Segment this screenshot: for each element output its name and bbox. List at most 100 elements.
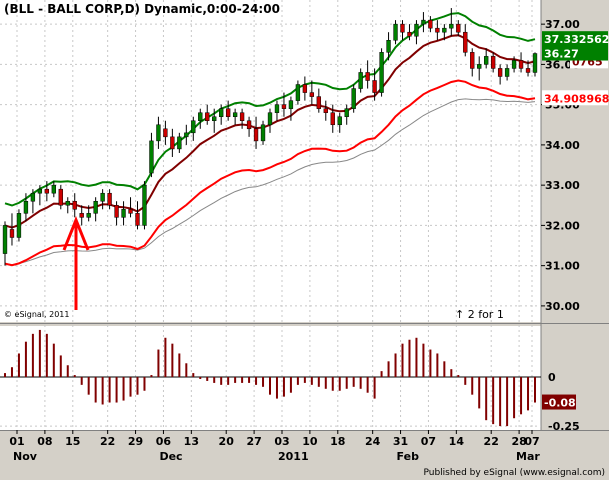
- candle-body: [302, 84, 308, 93]
- x-tick-label: 28: [511, 435, 526, 448]
- candle-body: [470, 52, 475, 69]
- candle-body: [484, 56, 489, 65]
- candle-body: [93, 201, 98, 214]
- annotation-arrow: [62, 215, 90, 310]
- candle-body: [2, 225, 8, 254]
- candle-body: [44, 188, 50, 194]
- price-panel[interactable]: [0, 0, 541, 322]
- lower-band-tag-bg: [542, 90, 608, 106]
- x-tick-label: 24: [365, 435, 381, 448]
- candle-body: [79, 213, 84, 218]
- candle-body: [344, 108, 349, 117]
- candle-body: [177, 136, 182, 150]
- candle-body: [100, 192, 105, 202]
- histogram-last-tag: -0.08: [544, 397, 576, 410]
- candle-body: [330, 112, 335, 126]
- candle-body: [379, 52, 384, 93]
- month-label: Dec: [159, 450, 182, 463]
- candle-body: [456, 23, 461, 33]
- candle-body: [442, 27, 447, 33]
- candle-body: [246, 120, 252, 130]
- candle-body: [184, 132, 189, 138]
- candle-body: [351, 88, 356, 109]
- y-tick-label: -0.25: [548, 420, 580, 433]
- candles: [2, 8, 538, 266]
- candle-body: [51, 184, 56, 194]
- chart-title: (BLL - BALL CORP,D) Dynamic,0:00-24:00: [4, 2, 280, 16]
- y-tick-label: 37.00: [545, 18, 580, 31]
- candle-body: [191, 120, 196, 134]
- ma-gray-line: [4, 98, 536, 266]
- bands: [4, 12, 536, 267]
- candle-body: [504, 68, 510, 77]
- candle-body: [156, 124, 161, 142]
- candle-body: [532, 53, 538, 73]
- candle-body: [511, 60, 517, 69]
- candle-body: [358, 72, 363, 89]
- x-tick-label: 29: [128, 435, 143, 448]
- candle-body: [365, 72, 370, 81]
- lower-band-tag: 34.908968: [544, 92, 609, 105]
- x-tick-label: 15: [65, 435, 80, 448]
- candle-body: [72, 201, 77, 210]
- x-tick-label: 22: [100, 435, 115, 448]
- candle-body: [323, 108, 328, 113]
- candle-body: [407, 31, 412, 37]
- candle-body: [37, 188, 43, 194]
- candle-body: [449, 23, 454, 29]
- candle-body: [232, 112, 238, 117]
- candle-body: [337, 116, 342, 126]
- candle-body: [463, 31, 468, 53]
- candle-body: [149, 140, 154, 174]
- x-tick-label: 27: [246, 435, 261, 448]
- month-label: Feb: [397, 450, 420, 463]
- upper-band-tag: 37.332562: [544, 33, 609, 46]
- candle-body: [386, 40, 391, 53]
- candle-body: [107, 192, 112, 206]
- candle-body: [163, 128, 168, 138]
- candle-body: [30, 192, 36, 202]
- month-label: 2011: [278, 450, 309, 463]
- candle-body: [135, 213, 140, 226]
- footer-credit: Published by eSignal (www.esignal.com): [423, 468, 605, 478]
- x-tick-label: 20: [219, 435, 235, 448]
- candle-body: [393, 23, 398, 41]
- lower-band-line: [4, 79, 536, 267]
- candle-body: [525, 68, 531, 73]
- x-tick-label: 10: [302, 435, 318, 448]
- y-tick-label: 32.00: [545, 219, 580, 232]
- candle-body: [65, 201, 70, 206]
- x-tick-label: 03: [274, 435, 289, 448]
- x-axis-ticks: 01 08 15 22 29 06 13 20 27 03 10 18 24 31 07 14 22 2807No…: [9, 430, 540, 463]
- candle-body: [414, 23, 419, 37]
- x-tick-label: 07: [524, 435, 539, 448]
- x-tick-label: 01: [9, 435, 24, 448]
- candle-body: [86, 213, 91, 218]
- upper-band-tag-bg: [542, 31, 608, 47]
- y-tick-label: 33.00: [545, 179, 580, 192]
- candle-body: [128, 209, 133, 214]
- candle-body: [267, 112, 273, 126]
- candle-body: [281, 104, 287, 109]
- x-tick-label: 13: [184, 435, 199, 448]
- candle-body: [295, 84, 301, 101]
- x-tick-label: 18: [330, 435, 345, 448]
- y-tick-label: 0: [548, 371, 556, 384]
- candle-body: [9, 229, 15, 238]
- y-tick-label: 34.00: [545, 139, 580, 152]
- candle-body: [225, 108, 231, 117]
- histogram-tag-bg: [542, 394, 576, 410]
- candle-body: [23, 201, 29, 214]
- x-tick-label: 31: [393, 435, 408, 448]
- candle-body: [253, 128, 259, 142]
- candle-body: [428, 19, 433, 29]
- candle-body: [497, 68, 503, 77]
- x-tick-label: 22: [484, 435, 499, 448]
- split-note: ↑ 2 for 1: [455, 308, 504, 321]
- x-tick-label: 06: [156, 435, 172, 448]
- candle-body: [288, 100, 294, 109]
- candle-body: [121, 209, 126, 218]
- candle-body: [260, 124, 266, 142]
